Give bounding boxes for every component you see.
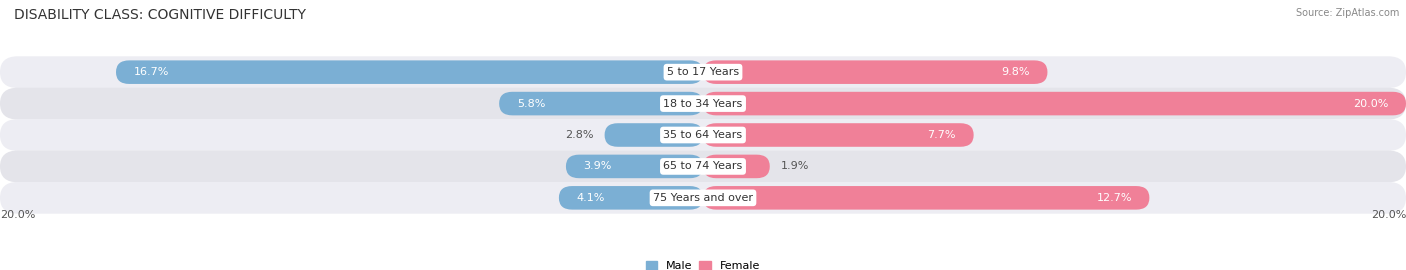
- FancyBboxPatch shape: [0, 56, 1406, 88]
- FancyBboxPatch shape: [0, 182, 1406, 214]
- Text: 2.8%: 2.8%: [565, 130, 593, 140]
- FancyBboxPatch shape: [565, 155, 703, 178]
- FancyBboxPatch shape: [560, 186, 703, 210]
- Text: 12.7%: 12.7%: [1097, 193, 1132, 203]
- Text: 18 to 34 Years: 18 to 34 Years: [664, 99, 742, 109]
- Text: 3.9%: 3.9%: [583, 161, 612, 171]
- Text: 4.1%: 4.1%: [576, 193, 605, 203]
- Text: 20.0%: 20.0%: [1353, 99, 1389, 109]
- FancyBboxPatch shape: [0, 88, 1406, 119]
- FancyBboxPatch shape: [703, 60, 1047, 84]
- FancyBboxPatch shape: [115, 60, 703, 84]
- Text: 7.7%: 7.7%: [928, 130, 956, 140]
- Text: 9.8%: 9.8%: [1001, 67, 1029, 77]
- Text: 20.0%: 20.0%: [0, 210, 35, 221]
- FancyBboxPatch shape: [703, 186, 1150, 210]
- Text: 5.8%: 5.8%: [517, 99, 546, 109]
- FancyBboxPatch shape: [0, 151, 1406, 182]
- Text: DISABILITY CLASS: COGNITIVE DIFFICULTY: DISABILITY CLASS: COGNITIVE DIFFICULTY: [14, 8, 307, 22]
- Text: 16.7%: 16.7%: [134, 67, 169, 77]
- FancyBboxPatch shape: [703, 123, 973, 147]
- FancyBboxPatch shape: [605, 123, 703, 147]
- Text: 20.0%: 20.0%: [1371, 210, 1406, 221]
- FancyBboxPatch shape: [0, 119, 1406, 151]
- FancyBboxPatch shape: [703, 92, 1406, 115]
- Legend: Male, Female: Male, Female: [647, 261, 759, 270]
- Text: 1.9%: 1.9%: [780, 161, 808, 171]
- Text: 65 to 74 Years: 65 to 74 Years: [664, 161, 742, 171]
- Text: 5 to 17 Years: 5 to 17 Years: [666, 67, 740, 77]
- Text: 35 to 64 Years: 35 to 64 Years: [664, 130, 742, 140]
- FancyBboxPatch shape: [499, 92, 703, 115]
- Text: 75 Years and over: 75 Years and over: [652, 193, 754, 203]
- Text: Source: ZipAtlas.com: Source: ZipAtlas.com: [1295, 8, 1399, 18]
- FancyBboxPatch shape: [703, 155, 770, 178]
